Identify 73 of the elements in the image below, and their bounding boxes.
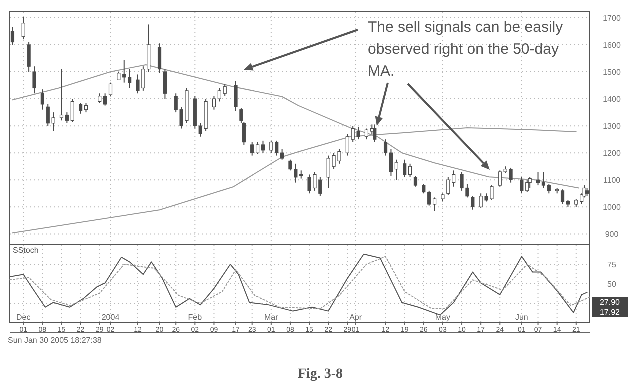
candlestick — [104, 93, 108, 106]
candlestick — [128, 68, 132, 89]
candlestick — [526, 180, 530, 193]
x2-tick-label: Dec — [16, 313, 31, 322]
y-tick-label: 1100 — [603, 176, 622, 186]
candlestick — [275, 140, 279, 156]
candlestick — [498, 170, 502, 188]
annotation: The sell signals can be easily observed right on the 50-day MA. — [368, 19, 564, 80]
y-tick-label: 1500 — [603, 68, 622, 78]
candlestick — [98, 93, 102, 104]
candlestick — [250, 142, 254, 156]
candlestick — [60, 68, 64, 122]
x2-tick-label: 2004 — [102, 313, 120, 322]
candlestick — [528, 176, 532, 189]
candlestick — [158, 43, 162, 74]
y-tick-label: 1400 — [603, 95, 622, 104]
candlestick — [346, 134, 350, 156]
candlestick — [22, 16, 26, 40]
y-tick-label: 75 — [608, 260, 617, 270]
candlestick — [122, 60, 126, 84]
y-tick-label: 50 — [608, 280, 617, 289]
candlestick — [163, 68, 168, 100]
x2-tick-label: Feb — [188, 313, 203, 322]
y-tick-label: 1700 — [603, 14, 622, 23]
candlestick — [542, 172, 546, 189]
candlestick — [108, 82, 113, 97]
y-tick-label: 900 — [605, 230, 620, 240]
y-tick-label: 1000 — [603, 203, 622, 212]
candlestick — [364, 128, 369, 140]
candlestick — [218, 88, 222, 102]
candlestick — [408, 163, 412, 178]
candlestick — [547, 184, 551, 194]
candlestick — [560, 189, 565, 205]
candlestick — [27, 42, 31, 73]
y-tick-label: 1200 — [603, 149, 622, 158]
candlestick — [403, 159, 407, 178]
candlestick — [256, 142, 260, 155]
x2-tick-label: Jun — [515, 313, 528, 322]
x2-tick-label: Mar — [264, 313, 279, 322]
x2-tick-label: May — [435, 313, 451, 322]
candlestick — [446, 176, 450, 196]
candlestick — [428, 190, 432, 206]
y-tick-label: 1600 — [603, 40, 622, 50]
candlestick — [536, 172, 540, 186]
candlestick — [70, 98, 74, 123]
candlestick — [79, 102, 83, 114]
caption: Fig. 3-8 — [298, 367, 344, 382]
candlestick — [261, 140, 266, 154]
candlestick — [452, 170, 456, 188]
candlestick — [471, 196, 475, 210]
candlestick — [414, 176, 418, 188]
candlestick — [84, 102, 88, 114]
candlestick — [270, 140, 274, 154]
y-tick-label: 1300 — [603, 122, 622, 132]
candlestick — [422, 184, 426, 194]
candlestick — [384, 139, 388, 156]
chart-title: SStoch — [13, 246, 39, 255]
candlestick — [280, 148, 284, 160]
candlestick — [432, 197, 437, 212]
text: Sun Jan 30 2005 18:27:38 — [8, 336, 102, 345]
text: 17.92 — [600, 308, 621, 317]
candlestick — [520, 176, 524, 194]
candlestick — [32, 66, 36, 94]
candlestick — [212, 96, 216, 110]
candlestick — [40, 89, 44, 110]
candlestick — [223, 84, 227, 97]
candlestick — [394, 159, 398, 181]
text: 27.90 — [600, 298, 621, 307]
candlestick — [234, 80, 238, 112]
candlestick — [373, 124, 377, 143]
candlestick — [389, 148, 394, 177]
candlestick — [65, 112, 69, 124]
x2-tick-label: Apr — [350, 313, 362, 322]
